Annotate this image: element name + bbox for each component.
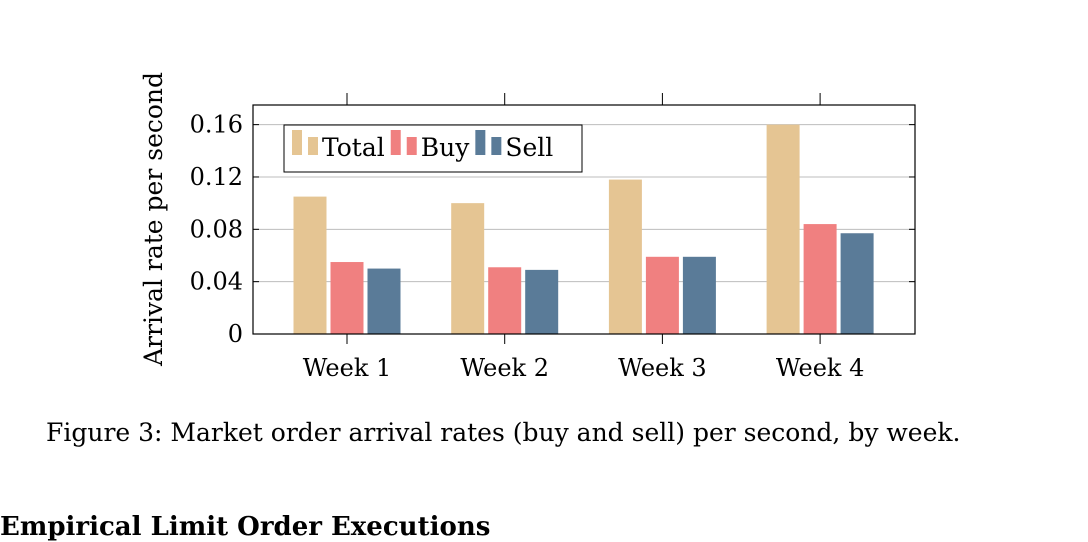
y-tick-label: 0.16 — [190, 111, 243, 139]
bars — [293, 124, 874, 334]
bar-buy-3 — [645, 256, 679, 334]
legend-box — [283, 124, 583, 173]
bar-sell-2 — [525, 269, 559, 334]
x-tick-label: Week 1 — [303, 354, 392, 382]
bar-sell-3 — [682, 256, 716, 334]
bar-total-3 — [608, 179, 642, 334]
y-tick-label: 0.04 — [190, 268, 243, 296]
bar-sell-4 — [840, 233, 874, 334]
legend-swatch-total — [292, 130, 302, 155]
tick-labels: 0 0.04 0.08 0.12 0.16 Week 1 Week 2 Week 3 Week … — [190, 111, 865, 382]
bar-buy-2 — [488, 267, 522, 334]
y-axis-label: Arrival rate per second — [139, 72, 168, 367]
bar-total-2 — [451, 203, 485, 334]
x-tick-label: Week 3 — [618, 354, 707, 382]
legend: Total Buy Sell — [283, 124, 583, 173]
axis-frame — [252, 104, 916, 335]
legend-swatch-buy — [390, 130, 401, 155]
bar-sell-1 — [367, 268, 401, 334]
bar-chart: 0 0.04 0.08 0.12 0.16 Week 1 Week 2 Week 3 Week … — [139, 72, 916, 382]
figure-caption: Figure 3: Market order arrival rates (bu… — [46, 418, 961, 447]
section-heading: Empirical Limit Order Executions — [0, 512, 491, 542]
bar-buy-4 — [803, 224, 837, 334]
ticks — [253, 93, 915, 344]
legend-swatch-sell — [475, 130, 486, 155]
x-tick-label: Week 4 — [776, 354, 865, 382]
bar-buy-1 — [330, 262, 364, 334]
bar-total-4 — [766, 124, 800, 334]
legend-swatch-buy — [406, 137, 417, 155]
legend-entry-buy: Buy — [421, 133, 470, 162]
legend-swatch-sell — [491, 137, 502, 155]
y-tick-label: 0 — [228, 320, 243, 348]
x-tick-label: Week 2 — [460, 354, 549, 382]
y-tick-label: 0.08 — [190, 215, 243, 243]
legend-entry-total: Total — [322, 133, 385, 162]
legend-swatch-total — [308, 137, 318, 155]
legend-entry-sell: Sell — [505, 133, 553, 162]
y-tick-label: 0.12 — [190, 163, 243, 191]
bar-total-1 — [293, 196, 327, 334]
